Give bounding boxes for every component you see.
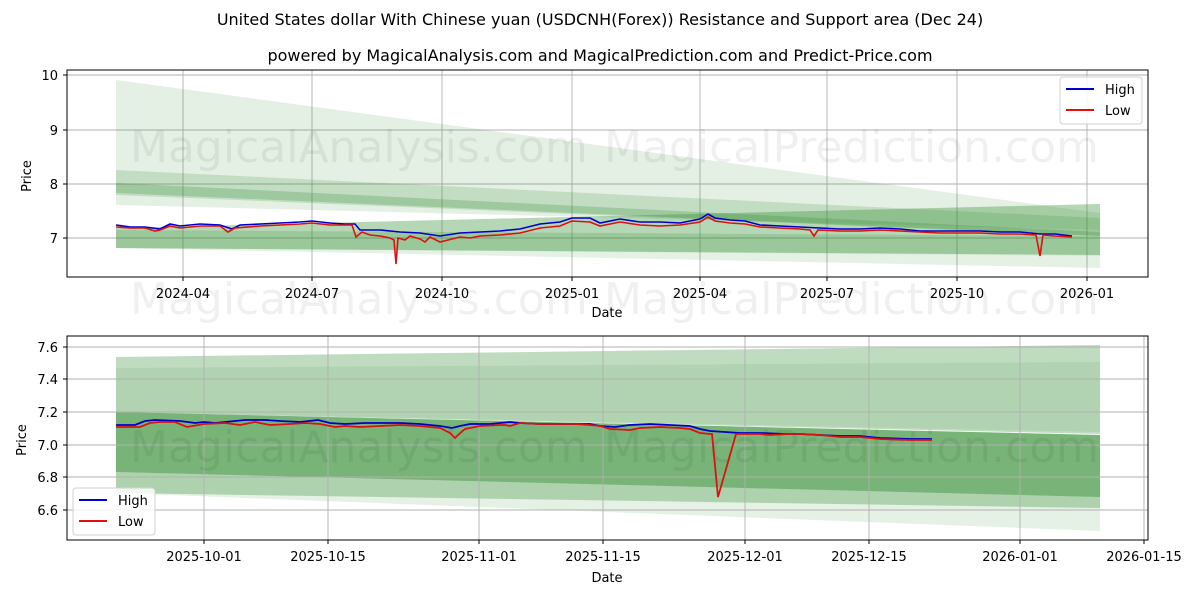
chart-title: United States dollar With Chinese yuan (… bbox=[216, 10, 984, 29]
top-x-label: Date bbox=[591, 306, 622, 321]
bottom-xtick: 2025-11-01 bbox=[441, 550, 517, 565]
top-xtick: 2025-01 bbox=[545, 287, 599, 302]
resistance-band-outer bbox=[116, 80, 1100, 230]
resistance-band-upper bbox=[116, 170, 1100, 236]
legend-low-label: Low bbox=[1105, 104, 1131, 119]
watermark-magicalanalysis-3: MagicalAnalysis.com bbox=[130, 422, 588, 473]
legend-low-label: Low bbox=[118, 515, 144, 530]
bottom-xtick: 2025-10-01 bbox=[166, 550, 242, 565]
chart-subtitle: powered by MagicalAnalysis.com and Magic… bbox=[267, 46, 933, 65]
top-low-line bbox=[115, 216, 1073, 265]
watermark-magicalprediction-3: MagicalPrediction.com bbox=[604, 422, 1099, 473]
support-band-inner bbox=[116, 230, 1100, 256]
resistance-band-inner bbox=[116, 362, 1100, 432]
bottom-ytick: 6.8 bbox=[37, 471, 58, 486]
top-xtick: 2024-04 bbox=[156, 287, 210, 302]
top-x-axis: 2024-04 2024-07 2024-10 2025-01 2025-04 … bbox=[156, 277, 1114, 321]
legend-high-label: High bbox=[1105, 83, 1135, 98]
bottom-xtick: 2025-12-01 bbox=[707, 550, 783, 565]
top-legend: High Low bbox=[1059, 76, 1143, 125]
bottom-ytick: 7.0 bbox=[37, 439, 58, 454]
top-xtick: 2025-10 bbox=[930, 287, 984, 302]
top-chart: MagicalAnalysis.com MagicalPrediction.co… bbox=[20, 69, 1149, 325]
bottom-xtick: 2025-12-15 bbox=[831, 550, 907, 565]
top-y-label: Price bbox=[20, 160, 35, 192]
support-band-outer bbox=[116, 412, 1100, 531]
bottom-x-axis: 2025-10-01 2025-10-15 2025-11-01 2025-11… bbox=[166, 540, 1182, 586]
bottom-axes-frame bbox=[66, 335, 1149, 541]
bottom-ytick: 7.4 bbox=[37, 373, 58, 388]
top-xtick: 2026-01 bbox=[1060, 287, 1114, 302]
bottom-xtick: 2026-01-01 bbox=[982, 550, 1058, 565]
top-ytick-8: 8 bbox=[50, 178, 58, 193]
top-xtick: 2024-10 bbox=[415, 287, 469, 302]
bottom-chart: MagicalAnalysis.com MagicalPrediction.co… bbox=[15, 335, 1182, 586]
bottom-xtick: 2025-10-15 bbox=[290, 550, 366, 565]
top-xtick: 2025-04 bbox=[673, 287, 727, 302]
watermark-magicalprediction: MagicalPrediction.com bbox=[604, 122, 1099, 173]
watermark-magicalprediction-2: MagicalPrediction.com bbox=[604, 274, 1099, 325]
watermark-magicalanalysis: MagicalAnalysis.com bbox=[130, 122, 588, 173]
support-band-core bbox=[116, 412, 1100, 497]
top-y-axis: 10 9 8 7 Price bbox=[20, 69, 67, 247]
bottom-ytick: 7.6 bbox=[37, 341, 58, 356]
bottom-low-line bbox=[116, 421, 932, 498]
top-axes-frame bbox=[66, 69, 1149, 278]
top-ytick-9: 9 bbox=[50, 124, 58, 139]
bottom-bands bbox=[116, 345, 1100, 531]
bottom-y-label: Price bbox=[15, 424, 30, 456]
bottom-xtick: 2026-01-15 bbox=[1106, 550, 1182, 565]
top-grid bbox=[67, 70, 1148, 277]
top-xtick: 2024-07 bbox=[285, 287, 339, 302]
support-band bbox=[116, 204, 1100, 255]
watermark-magicalanalysis-2: MagicalAnalysis.com bbox=[130, 274, 588, 325]
bottom-y-axis: 7.6 7.4 7.2 7.0 6.8 6.6 Price bbox=[15, 341, 67, 519]
bottom-x-label: Date bbox=[591, 571, 622, 586]
bottom-ytick: 7.2 bbox=[37, 406, 58, 421]
bottom-grid bbox=[67, 336, 1148, 540]
top-ytick-10: 10 bbox=[41, 69, 58, 84]
top-high-line bbox=[115, 213, 1073, 237]
top-bands bbox=[116, 80, 1100, 268]
bottom-legend: High Low bbox=[72, 487, 156, 536]
legend-high-label: High bbox=[118, 494, 148, 509]
top-xtick: 2025-07 bbox=[800, 287, 854, 302]
bottom-xtick: 2025-11-15 bbox=[565, 550, 641, 565]
resistance-band-core bbox=[116, 183, 1100, 236]
bottom-ytick: 6.6 bbox=[37, 504, 58, 519]
support-band-outer bbox=[116, 248, 1100, 268]
top-ytick-7: 7 bbox=[50, 232, 58, 247]
